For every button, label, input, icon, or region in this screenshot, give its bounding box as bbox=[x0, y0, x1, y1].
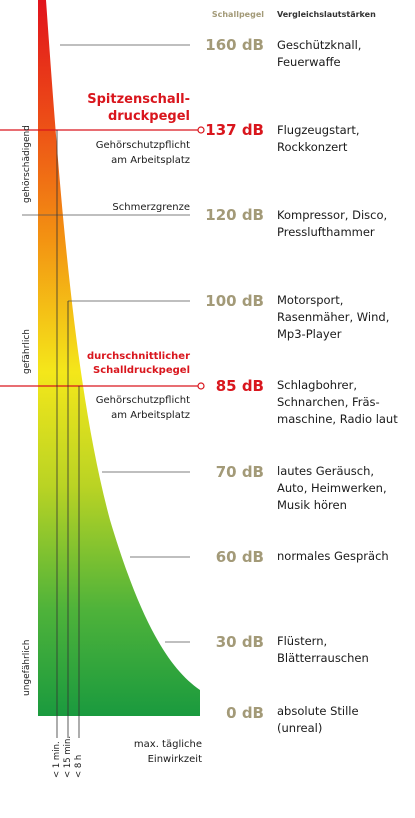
zone-label-harmless: ungefährlich bbox=[22, 639, 32, 696]
db-label-137: 137 dB bbox=[205, 121, 264, 139]
db-label-85: 85 dB bbox=[215, 377, 264, 395]
comparison-160: Geschützknall, Feuerwaffe bbox=[277, 38, 362, 69]
gradient-area bbox=[38, 0, 200, 716]
db-label-0: 0 dB bbox=[226, 704, 264, 722]
duration-label-15min: < 15 min. bbox=[63, 735, 73, 778]
marker-137db bbox=[197, 126, 205, 134]
comparison-70: lautes Geräusch, Auto, Heimwerken, Musik h… bbox=[277, 464, 387, 512]
comparison-60: normales Gespräch bbox=[277, 549, 389, 563]
average-note: Gehörschutzpflicht am Arbeitsplatz bbox=[95, 395, 190, 421]
duration-label-8h: < 8 h bbox=[74, 754, 84, 778]
header-schallpegel: Schallpegel bbox=[211, 10, 264, 19]
db-label-60: 60 dB bbox=[215, 548, 264, 566]
db-label-120: 120 dB bbox=[205, 206, 264, 224]
db-label-160: 160 dB bbox=[205, 36, 264, 54]
db-label-30: 30 dB bbox=[215, 633, 264, 651]
comparison-85: Schlagbohrer, Schnarchen, Fräs-maschine, … bbox=[277, 378, 398, 426]
comparison-0: absolute Stille (unreal) bbox=[277, 704, 359, 735]
marker-85db bbox=[197, 382, 205, 390]
db-label-70: 70 dB bbox=[215, 463, 264, 481]
comparison-137: Flugzeugstart, Rockkonzert bbox=[277, 123, 360, 154]
comparison-100: Motorsport, Rasenmäher, Wind, Mp3-Player bbox=[277, 293, 390, 341]
pain-threshold-label: Schmerzgrenze bbox=[112, 202, 190, 213]
zone-label-damaging: gehörschädigend bbox=[22, 125, 32, 203]
peak-title: Spitzenschall-druckpegel bbox=[87, 92, 190, 124]
header-vergleich: Vergleichslautstärken bbox=[277, 10, 376, 19]
comparison-120: Kompressor, Disco, Presslufthammer bbox=[277, 208, 388, 239]
duration-label-1min: < 1 min. bbox=[52, 741, 62, 778]
peak-note: Gehörschutzpflicht am Arbeitsplatz bbox=[95, 140, 190, 166]
db-label-100: 100 dB bbox=[205, 292, 264, 310]
average-title: durchschnittlicher Schalldruckpegel bbox=[87, 351, 190, 376]
exposure-time-label: max. tägliche Einwirkzeit bbox=[133, 739, 202, 765]
zone-label-dangerous: gefährlich bbox=[22, 329, 32, 374]
comparison-30: Flüstern, Blätterrauschen bbox=[277, 634, 369, 665]
